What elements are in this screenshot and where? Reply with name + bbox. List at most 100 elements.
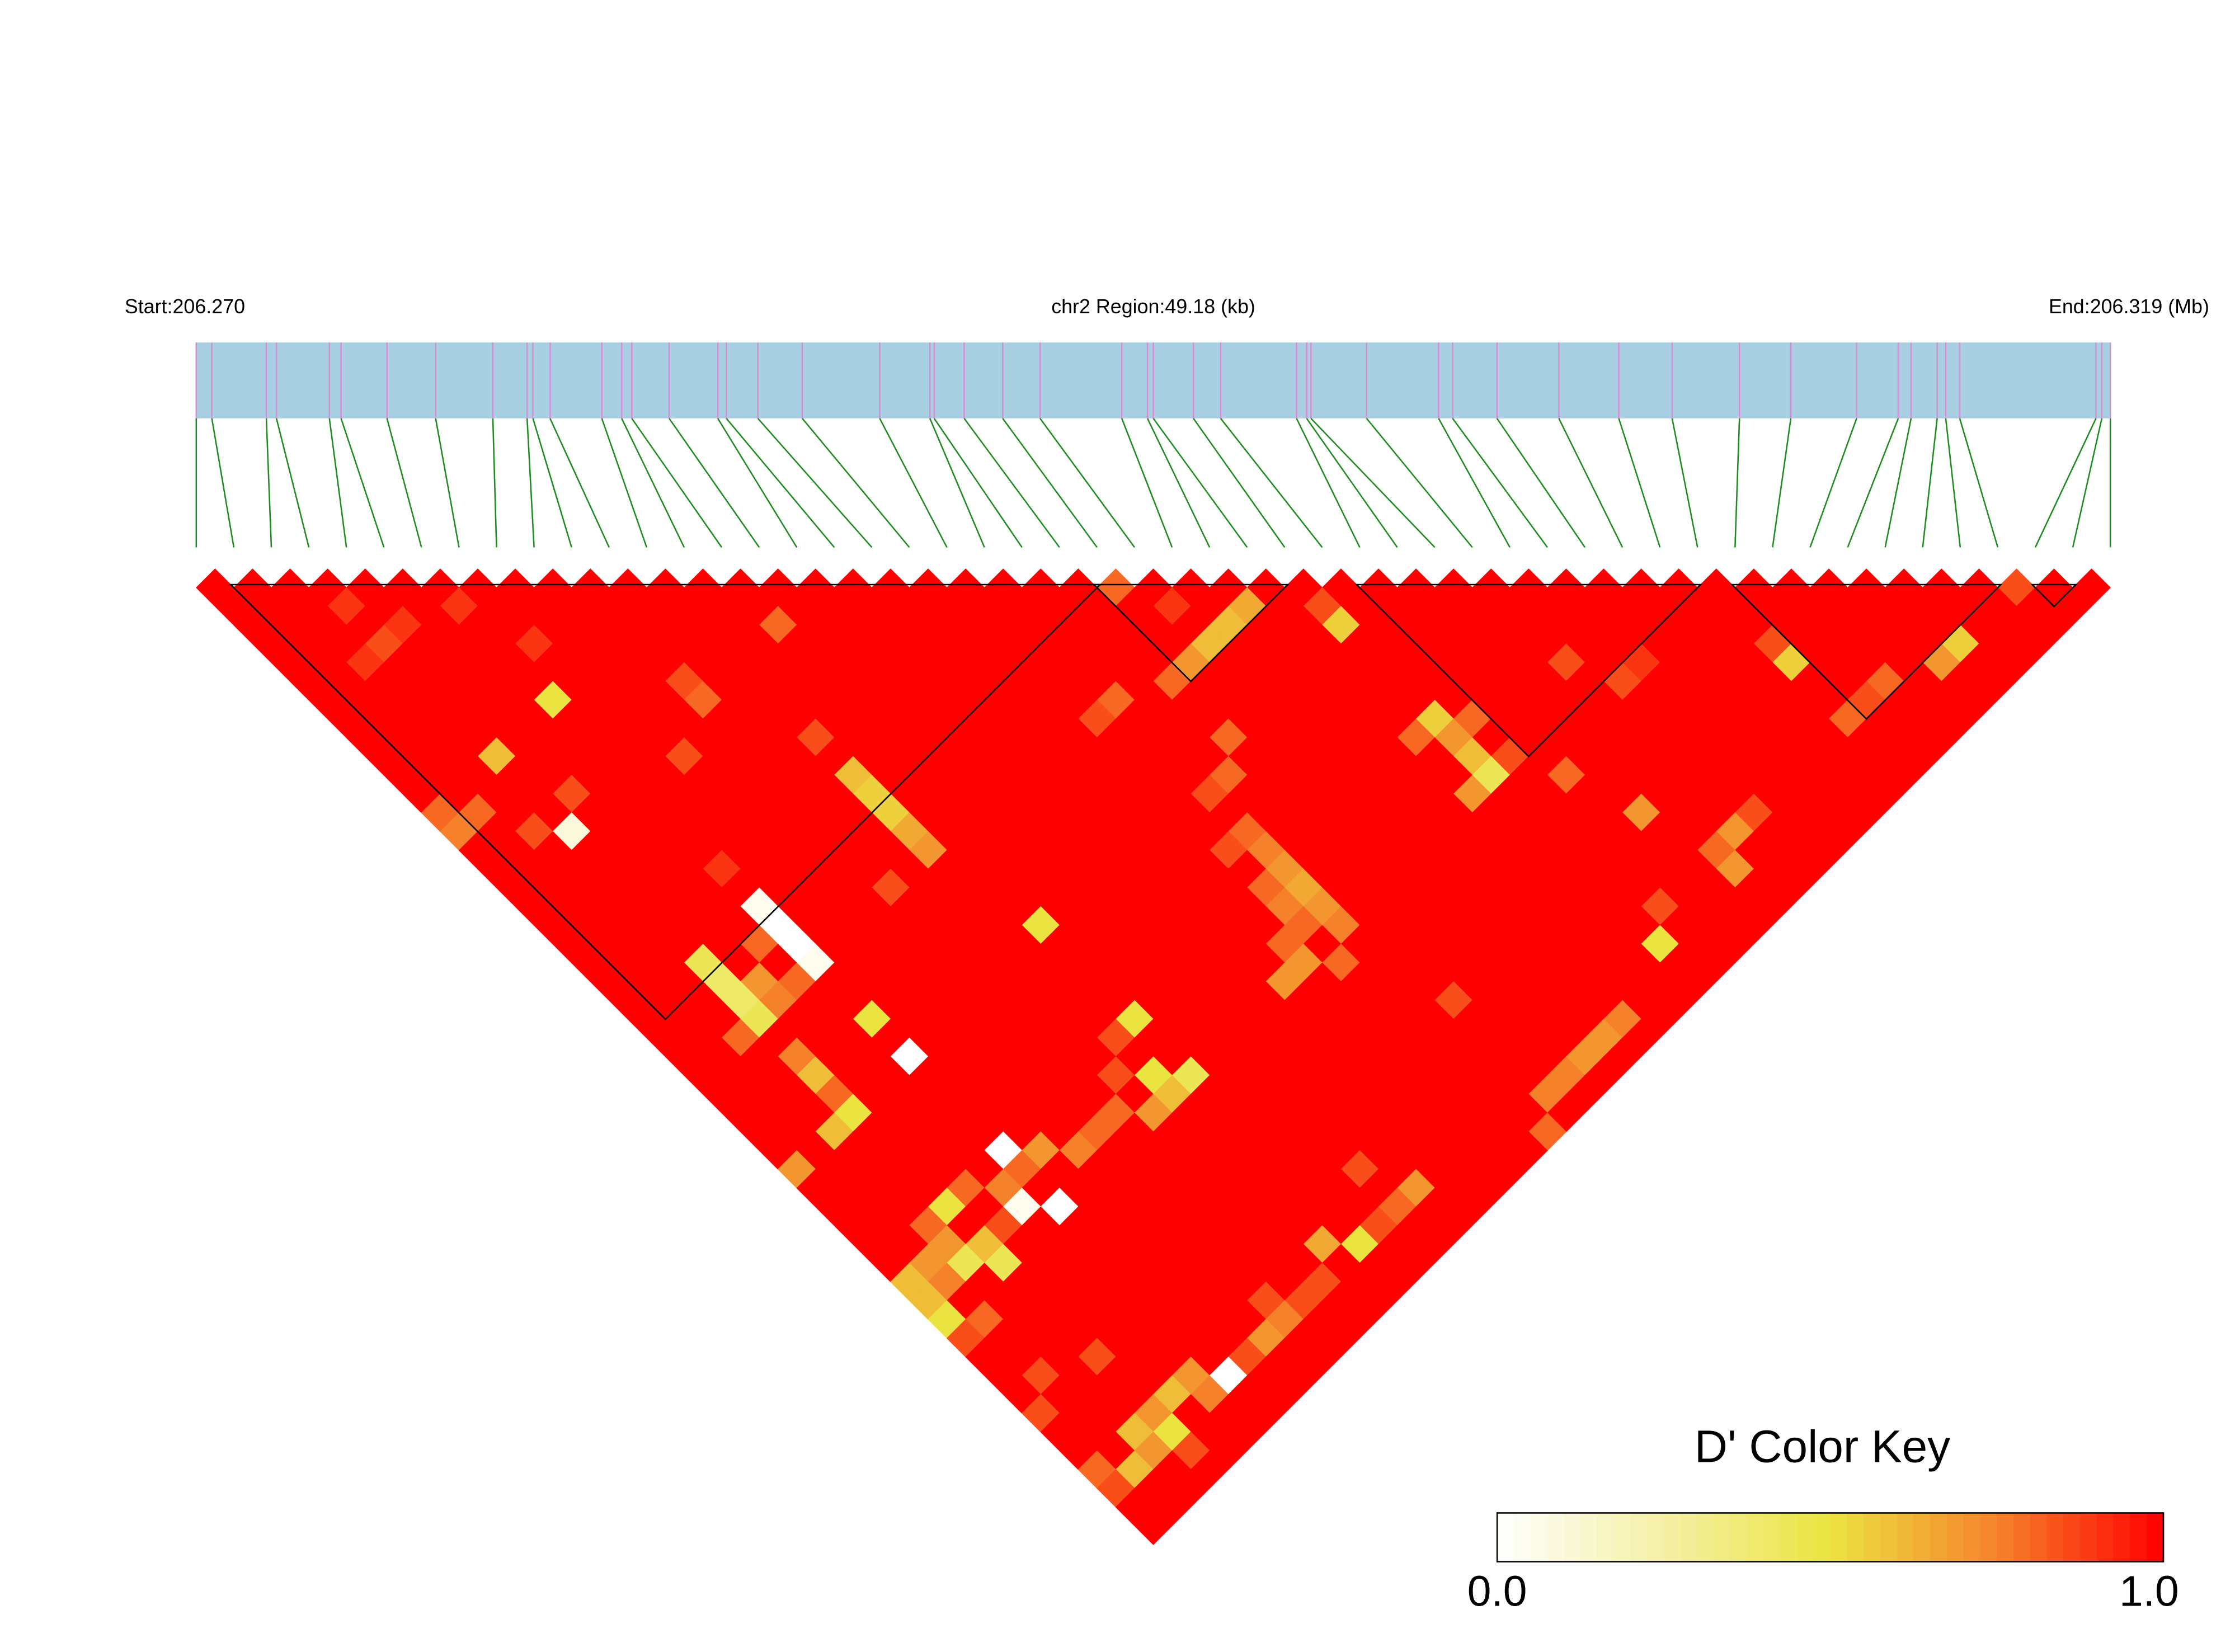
colorbar-swatch xyxy=(1580,1513,1598,1562)
snp-connector xyxy=(1809,418,1857,548)
snp-connector xyxy=(1847,418,1899,548)
snp-connector xyxy=(328,418,347,548)
snp-connector xyxy=(1618,418,1661,548)
colorbar-swatch xyxy=(2080,1513,2098,1562)
colorbar-swatch xyxy=(2147,1513,2165,1562)
snp-connector xyxy=(669,418,760,548)
ld-block xyxy=(1092,583,1290,683)
snp-connector xyxy=(526,418,535,548)
snp-connector xyxy=(275,418,310,548)
colorbar-swatch xyxy=(1864,1513,1881,1562)
snp-connector xyxy=(1220,418,1323,548)
snp-connector xyxy=(929,418,985,548)
colorbar-title: D' Color Key xyxy=(1695,1421,1950,1472)
colorbar-swatch xyxy=(2046,1513,2064,1562)
colorbar-swatch xyxy=(1946,1513,1964,1562)
ld-cell xyxy=(1134,1507,1173,1545)
end-label: End:206.319 (Mb) xyxy=(2049,295,2209,318)
colorbar-swatch xyxy=(1913,1513,1931,1562)
colorbar-swatch xyxy=(1897,1513,1914,1562)
snp-connector xyxy=(2034,418,2097,548)
colorbar-swatch xyxy=(1680,1513,1698,1562)
colorbar-swatch xyxy=(1747,1513,1765,1562)
snp-connector xyxy=(1438,418,1511,548)
snp-connector xyxy=(933,418,1023,548)
colorbar-swatch xyxy=(1714,1513,1731,1562)
colorbar-tick-label: 0.0 xyxy=(1467,1568,1527,1616)
colorbar-swatch xyxy=(1997,1513,2015,1562)
colorbar-swatch xyxy=(1963,1513,1981,1562)
colorbar-swatch xyxy=(1647,1513,1665,1562)
start-label: Start:206.270 xyxy=(125,295,245,318)
colorbar-swatch xyxy=(2130,1513,2148,1562)
colorbar-swatch xyxy=(2063,1513,2081,1562)
ld-block xyxy=(229,583,1102,1020)
snp-connector xyxy=(717,418,798,548)
snp-connector xyxy=(1959,418,1999,548)
snp-connector xyxy=(265,418,272,548)
snp-connector xyxy=(1922,418,1938,548)
snp-connector xyxy=(1945,418,1961,548)
colorbar-swatch xyxy=(1813,1513,1831,1562)
snp-connector xyxy=(1121,418,1173,548)
snp-connector xyxy=(492,418,497,548)
colorbar-swatch xyxy=(1597,1513,1615,1562)
snp-connector xyxy=(1306,418,1398,548)
snp-connector xyxy=(1671,418,1698,548)
colorbar-swatch xyxy=(2096,1513,2114,1562)
snp-connector xyxy=(532,418,572,548)
colorbar-swatch xyxy=(1730,1513,1748,1562)
snp-connector xyxy=(1734,418,1740,548)
colorbar-swatch xyxy=(1663,1513,1681,1562)
snp-connector xyxy=(1146,418,1211,548)
colorbar-swatch xyxy=(1613,1513,1631,1562)
colorbar-swatch xyxy=(1564,1513,1582,1562)
colorbar-swatch xyxy=(1980,1513,1998,1562)
colorbar-swatch xyxy=(1880,1513,1898,1562)
colorbar-swatch xyxy=(1513,1513,1531,1562)
snp-connector xyxy=(1193,418,1286,548)
snp-connector xyxy=(1884,418,1912,548)
snp-connector xyxy=(1296,418,1361,548)
snp-connector xyxy=(1452,418,1548,548)
snp-connector xyxy=(211,418,235,548)
ld-block xyxy=(1355,583,1702,758)
snp-connector xyxy=(757,418,873,548)
snp-connector xyxy=(1152,418,1248,548)
colorbar-swatch xyxy=(1697,1513,1715,1562)
colorbar-swatch xyxy=(1780,1513,1798,1562)
colorbar-swatch xyxy=(2013,1513,2031,1562)
snp-connector xyxy=(2072,418,2103,548)
colorbar-swatch xyxy=(1763,1513,1781,1562)
snp-connector xyxy=(802,418,910,548)
colorbar-swatch xyxy=(2030,1513,2048,1562)
snp-connector xyxy=(1002,418,1098,548)
snp-connector xyxy=(1772,418,1792,548)
snp-connector xyxy=(1310,418,1436,548)
colorbar-swatch xyxy=(1847,1513,1865,1562)
snp-connector xyxy=(631,418,723,548)
snp-connector xyxy=(621,418,685,548)
colorbar-swatch xyxy=(1930,1513,1948,1562)
ld-block xyxy=(1730,583,2003,720)
colorbar-swatch xyxy=(1497,1513,1515,1562)
snp-connector xyxy=(340,418,385,548)
snp-connector xyxy=(549,418,610,548)
snp-connector xyxy=(1558,418,1624,548)
snp-connector xyxy=(1039,418,1136,548)
region-label: chr2 Region:49.18 (kb) xyxy=(1051,295,1255,318)
colorbar-frame xyxy=(1496,1512,2165,1562)
colorbar-swatch xyxy=(1547,1513,1565,1562)
colorbar-swatch xyxy=(1530,1513,1548,1562)
colorbar-swatch xyxy=(1797,1513,1815,1562)
colorbar-swatch xyxy=(2113,1513,2131,1562)
snp-connector xyxy=(963,418,1060,548)
snp-connector xyxy=(601,418,648,548)
snp-connector xyxy=(386,418,422,548)
snp-connector xyxy=(1366,418,1473,548)
snp-connector xyxy=(1496,418,1586,548)
snp-connector xyxy=(435,418,460,548)
colorbar-tick-label: 1.0 xyxy=(2119,1568,2179,1616)
